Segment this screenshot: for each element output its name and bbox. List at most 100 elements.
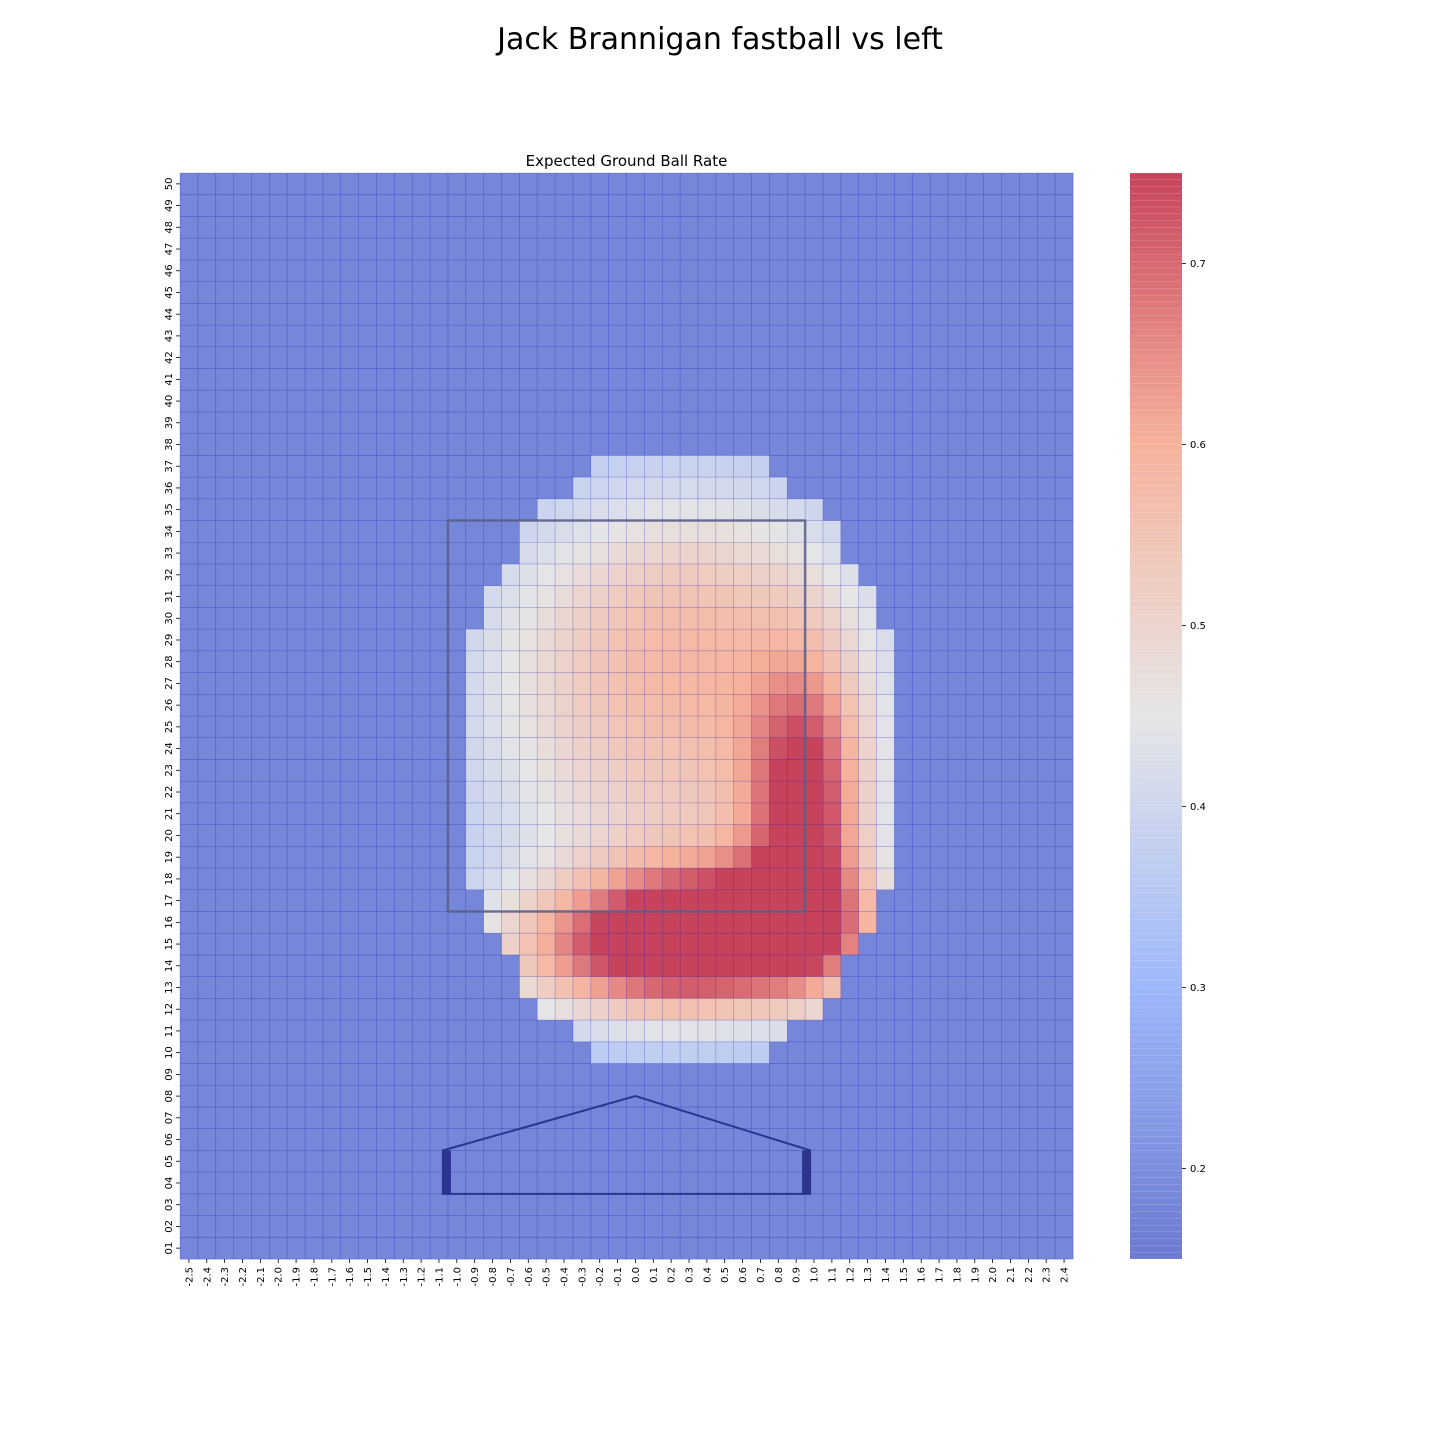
heatmap-cell	[947, 976, 967, 999]
heatmap-cell	[287, 933, 306, 956]
heatmap-cell	[626, 433, 645, 456]
heatmap-cell	[590, 411, 609, 434]
heatmap-cell	[251, 889, 270, 912]
heatmap-cell	[340, 607, 359, 630]
heatmap-cell	[947, 173, 967, 196]
heatmap-cell	[805, 1215, 824, 1238]
heatmap-cell	[412, 629, 431, 652]
heatmap-cell	[769, 216, 788, 239]
heatmap-cell	[858, 1172, 877, 1195]
heatmap-cell	[1001, 954, 1020, 977]
heatmap-cell	[644, 1193, 663, 1216]
heatmap-cell	[180, 1215, 199, 1238]
heatmap-cell	[180, 281, 199, 304]
heatmap-cell	[858, 325, 877, 348]
heatmap-cell	[465, 281, 484, 304]
heatmap-cell	[930, 889, 949, 912]
heatmap-cell	[947, 868, 967, 891]
heatmap-cell	[287, 954, 306, 977]
heatmap-cell	[662, 1041, 681, 1064]
heatmap-cell	[787, 824, 806, 847]
heatmap-cell	[662, 303, 681, 326]
heatmap-cell	[840, 802, 859, 825]
heatmap-cell	[394, 1085, 413, 1108]
heatmap-cell	[197, 629, 217, 652]
y-tick-label: 45	[164, 286, 175, 299]
heatmap-cell	[858, 216, 877, 239]
heatmap-cell	[447, 455, 467, 478]
heatmap-cell	[608, 346, 627, 369]
heatmap-cell	[233, 194, 252, 217]
heatmap-cell	[769, 737, 788, 760]
heatmap-cell	[626, 868, 645, 891]
heatmap-cell	[590, 498, 609, 521]
heatmap-cell	[394, 998, 413, 1021]
heatmap-cell	[376, 672, 395, 695]
heatmap-cell	[537, 976, 556, 999]
heatmap-cell	[519, 650, 538, 673]
heatmap-cell	[751, 173, 770, 196]
heatmap-cell	[233, 607, 252, 630]
heatmap-cell	[680, 520, 699, 543]
heatmap-cell	[680, 846, 699, 869]
heatmap-cell	[894, 629, 913, 652]
y-tick-label: 02	[164, 1220, 175, 1233]
heatmap-cell	[983, 390, 1002, 413]
heatmap-cell	[840, 303, 859, 326]
heatmap-cell	[662, 868, 681, 891]
heatmap-cell	[233, 520, 252, 543]
x-tick-label: 1.1	[827, 1267, 838, 1283]
heatmap-cell	[644, 868, 663, 891]
heatmap-cell	[555, 781, 574, 804]
heatmap-cell	[876, 1150, 895, 1173]
heatmap-cell	[608, 650, 627, 673]
heatmap-cell	[340, 238, 359, 261]
heatmap-cell	[555, 911, 574, 934]
heatmap-cell	[751, 303, 770, 326]
heatmap-cell	[608, 390, 627, 413]
heatmap-cell	[1055, 585, 1074, 608]
heatmap-cell	[697, 1063, 717, 1086]
heatmap-cell	[840, 1085, 859, 1108]
y-tick-label: 41	[164, 373, 175, 386]
heatmap-cell	[572, 281, 592, 304]
heatmap-cell	[787, 1085, 806, 1108]
heatmap-cell	[358, 1085, 377, 1108]
heatmap-cell	[340, 411, 359, 434]
heatmap-cell	[947, 824, 967, 847]
heatmap-cell	[376, 824, 395, 847]
heatmap-cell	[822, 173, 842, 196]
heatmap-cell	[215, 629, 234, 652]
heatmap-cell	[733, 194, 752, 217]
heatmap-cell	[251, 911, 270, 934]
heatmap-cell	[805, 1193, 824, 1216]
heatmap-cell	[251, 563, 270, 586]
heatmap-cell	[430, 585, 449, 608]
heatmap-cell	[662, 1172, 681, 1195]
heatmap-cell	[537, 759, 556, 782]
heatmap-cell	[1037, 346, 1056, 369]
heatmap-cell	[465, 694, 484, 717]
heatmap-cell	[180, 846, 199, 869]
heatmap-cell	[1001, 368, 1020, 391]
heatmap-cell	[590, 781, 609, 804]
heatmap-cell	[430, 911, 449, 934]
heatmap-cell	[697, 433, 717, 456]
heatmap-cell	[787, 759, 806, 782]
heatmap-cell	[894, 607, 913, 630]
heatmap-cell	[626, 802, 645, 825]
heatmap-cell	[447, 498, 467, 521]
heatmap-cell	[590, 455, 609, 478]
heatmap-cell	[305, 585, 324, 608]
heatmap-cell	[197, 216, 217, 239]
heatmap-cell	[322, 259, 342, 282]
heatmap-cell	[358, 173, 377, 196]
heatmap-cell	[876, 411, 895, 434]
heatmap-cell	[269, 1041, 288, 1064]
y-tick-label: 47	[164, 243, 175, 256]
heatmap-cell	[733, 1085, 752, 1108]
heatmap-cell	[805, 173, 824, 196]
heatmap-cell	[215, 976, 234, 999]
heatmap-cell	[1055, 411, 1074, 434]
heatmap-cell	[358, 1020, 377, 1043]
